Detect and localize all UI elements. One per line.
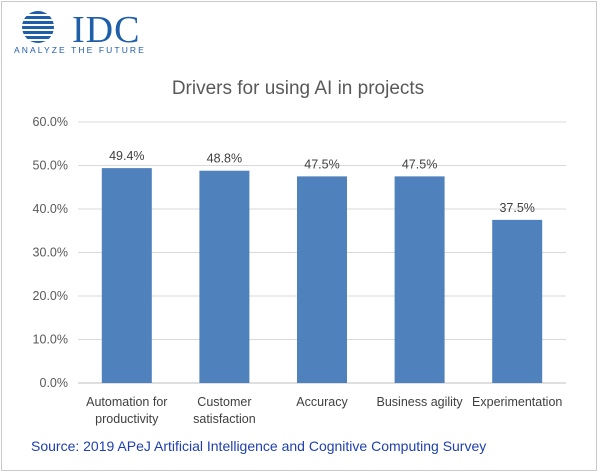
bar	[492, 219, 543, 383]
x-category-label: Customer satisfaction	[193, 395, 256, 426]
logo-tagline: ANALYZE THE FUTURE	[14, 45, 146, 55]
y-tick-label: 30.0%	[33, 246, 68, 260]
globe-icon	[22, 11, 54, 43]
y-tick-label: 10.0%	[33, 333, 68, 347]
chart-title: Drivers for using AI in projects	[171, 78, 425, 99]
bar	[297, 176, 347, 383]
x-category-label: Accuracy	[296, 395, 348, 409]
data-label: 47.5%	[402, 157, 437, 171]
bar	[101, 168, 152, 383]
data-label: 47.5%	[304, 157, 339, 171]
data-label: 48.8%	[207, 152, 242, 166]
y-tick-label: 50.0%	[33, 159, 68, 173]
y-tick-label: 20.0%	[33, 289, 68, 303]
x-category-label: Experimentation	[472, 395, 562, 409]
idc-logo: IDC ANALYZE THE FUTURE	[14, 10, 144, 60]
data-label: 37.5%	[499, 201, 534, 215]
y-tick-label: 60.0%	[33, 115, 68, 129]
y-tick-label: 0.0%	[40, 376, 69, 390]
x-category-label: Business agility	[377, 395, 464, 409]
source-note: Source: 2019 APeJ Artificial Intelligenc…	[31, 438, 487, 454]
bar	[394, 176, 445, 383]
x-category-label: Automation for productivity	[86, 395, 167, 426]
y-tick-label: 40.0%	[33, 202, 68, 216]
data-label: 49.4%	[109, 149, 144, 163]
bar	[199, 170, 250, 383]
logo-wordmark: IDC	[72, 9, 141, 51]
